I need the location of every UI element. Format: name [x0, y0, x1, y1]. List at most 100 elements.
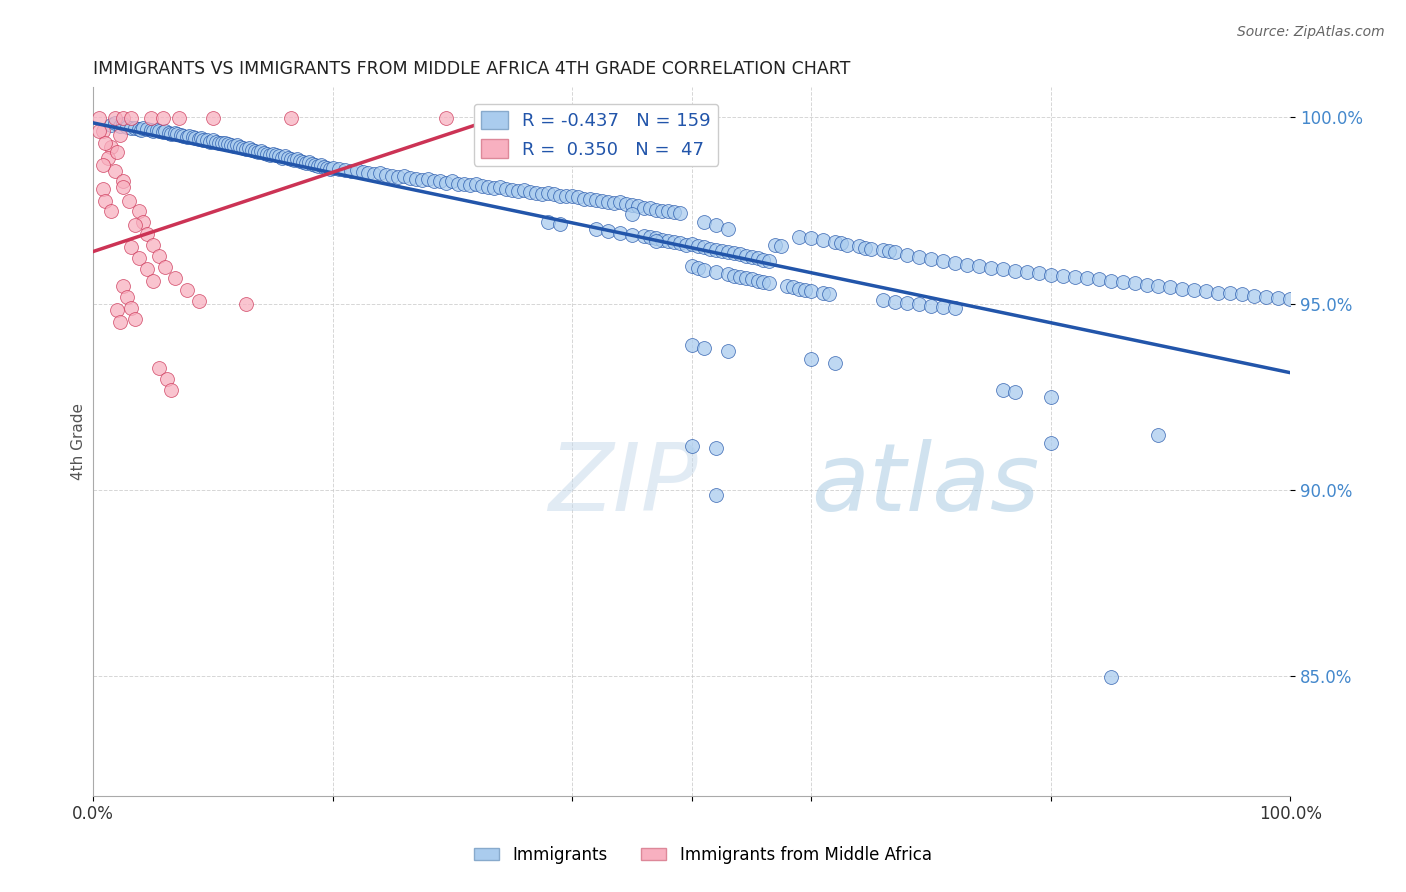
- Point: [118, 194, 141, 209]
- Point: [651, 233, 673, 247]
- Point: [908, 297, 931, 311]
- Point: [214, 136, 236, 150]
- Point: [548, 188, 571, 202]
- Point: [152, 125, 174, 139]
- Point: [668, 236, 690, 251]
- Point: [357, 166, 380, 180]
- Point: [128, 204, 150, 219]
- Point: [789, 282, 811, 296]
- Point: [1039, 268, 1062, 282]
- Point: [1052, 268, 1074, 283]
- Point: [96, 151, 118, 165]
- Point: [633, 228, 655, 243]
- Point: [794, 283, 817, 297]
- Point: [148, 360, 170, 375]
- Point: [543, 187, 565, 202]
- Point: [1171, 282, 1194, 296]
- Point: [166, 127, 188, 141]
- Point: [295, 155, 318, 169]
- Point: [434, 176, 457, 190]
- Point: [991, 262, 1014, 277]
- Point: [201, 111, 224, 125]
- Point: [271, 151, 294, 165]
- Point: [770, 239, 793, 253]
- Point: [89, 124, 111, 138]
- Point: [142, 274, 165, 288]
- Point: [208, 136, 231, 150]
- Point: [298, 155, 321, 169]
- Point: [266, 148, 288, 162]
- Point: [219, 138, 242, 153]
- Point: [247, 145, 270, 159]
- Point: [304, 158, 326, 172]
- Point: [596, 224, 619, 238]
- Point: [465, 178, 488, 192]
- Point: [734, 271, 756, 285]
- Point: [243, 144, 266, 158]
- Point: [501, 183, 523, 197]
- Point: [346, 163, 368, 178]
- Point: [108, 315, 131, 329]
- Point: [322, 161, 344, 175]
- Y-axis label: 4th Grade: 4th Grade: [72, 403, 86, 480]
- Point: [177, 128, 200, 143]
- Point: [115, 290, 138, 304]
- Point: [277, 151, 299, 165]
- Point: [872, 243, 894, 257]
- Point: [259, 147, 281, 161]
- Point: [477, 180, 499, 194]
- Point: [176, 283, 198, 297]
- Point: [908, 250, 931, 264]
- Point: [163, 126, 186, 140]
- Point: [872, 293, 894, 307]
- Point: [956, 258, 979, 272]
- Point: [136, 262, 159, 277]
- Point: [668, 206, 690, 220]
- Point: [943, 255, 966, 269]
- Point: [211, 136, 233, 151]
- Point: [319, 161, 342, 176]
- Point: [644, 234, 666, 248]
- Point: [896, 296, 918, 310]
- Point: [519, 185, 541, 199]
- Point: [100, 204, 122, 219]
- Point: [741, 272, 763, 286]
- Point: [100, 118, 122, 132]
- Point: [429, 174, 451, 188]
- Point: [692, 215, 714, 229]
- Point: [1004, 264, 1026, 278]
- Point: [328, 162, 350, 177]
- Point: [537, 215, 560, 229]
- Point: [91, 158, 114, 172]
- Point: [136, 122, 159, 136]
- Point: [100, 140, 122, 154]
- Point: [453, 178, 475, 192]
- Point: [555, 189, 578, 203]
- Point: [1135, 278, 1157, 293]
- Point: [148, 249, 170, 263]
- Point: [506, 184, 529, 198]
- Point: [471, 179, 494, 194]
- Legend: R = -0.437   N = 159, R =  0.350   N =  47: R = -0.437 N = 159, R = 0.350 N = 47: [474, 103, 718, 166]
- Point: [692, 263, 714, 277]
- Point: [112, 111, 135, 125]
- Point: [824, 235, 846, 250]
- Point: [877, 244, 900, 258]
- Point: [160, 127, 183, 141]
- Point: [657, 234, 679, 248]
- Point: [1123, 276, 1146, 290]
- Point: [620, 207, 643, 221]
- Point: [638, 201, 661, 215]
- Point: [537, 186, 560, 200]
- Point: [704, 265, 727, 279]
- Point: [723, 246, 745, 260]
- Point: [681, 260, 703, 274]
- Point: [1159, 280, 1181, 294]
- Point: [482, 181, 505, 195]
- Point: [662, 235, 685, 250]
- Point: [249, 144, 271, 158]
- Point: [280, 152, 302, 166]
- Point: [967, 260, 990, 274]
- Point: [716, 245, 738, 260]
- Point: [1063, 269, 1085, 284]
